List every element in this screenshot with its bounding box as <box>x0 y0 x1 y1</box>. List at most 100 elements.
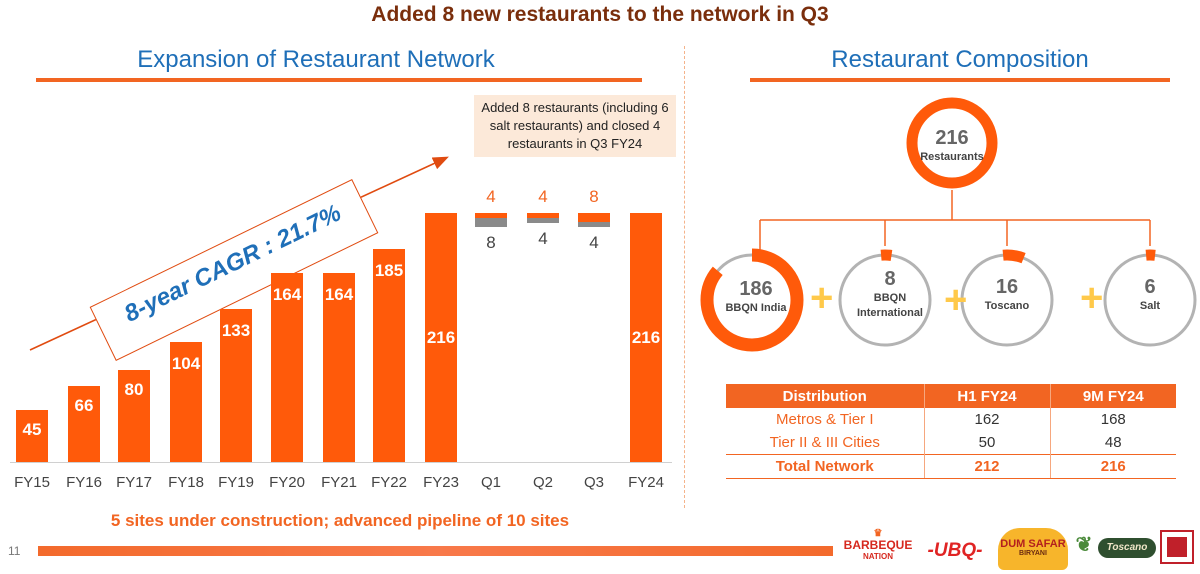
pipeline-note: 5 sites under construction; advanced pip… <box>110 511 570 530</box>
x-tick-label: FY19 <box>218 474 254 491</box>
quarter-added-label: 4 <box>486 187 496 206</box>
bar-value-label: 133 <box>221 320 251 340</box>
bbqn-international-text: 8 BBQN International <box>845 268 935 321</box>
bbqn-international-value: 8 <box>884 268 896 290</box>
x-tick-label: FY23 <box>423 474 459 491</box>
ring-segment-bbqn-international <box>834 249 936 351</box>
total-value: 216 <box>935 127 969 149</box>
bar-fy24 <box>630 213 662 462</box>
bbqn-india-text: 186 BBQN India <box>711 278 801 316</box>
bar-fy22 <box>373 248 405 462</box>
crown-icon: ♛ <box>873 528 883 539</box>
quarter-closed-label: 4 <box>538 228 548 248</box>
ring-segment-toscano <box>956 249 1058 351</box>
bar-fy21 <box>323 272 355 462</box>
table-header: 9M FY24 <box>1049 384 1176 408</box>
table-cell: 162 <box>923 408 1050 431</box>
x-tick-label: FY15 <box>14 474 50 491</box>
bar-value-label: 185 <box>374 260 404 280</box>
salt-text: 6 Salt <box>1115 276 1185 314</box>
x-tick-label: FY18 <box>168 474 204 491</box>
ring-segment-salt <box>1099 249 1200 351</box>
table-cell: Total Network <box>726 454 924 479</box>
bar-fy19 <box>220 308 252 462</box>
salt-label: Salt <box>1139 300 1161 312</box>
table-cell: Metros & Tier I <box>775 411 874 428</box>
total-label: Restaurants <box>920 151 984 163</box>
bar-fy15 <box>16 410 48 462</box>
quarter-added-bar <box>475 213 507 218</box>
x-tick-label: Q3 <box>583 474 604 491</box>
table-total-row: Total Network 212 216 <box>726 454 1176 479</box>
x-tick-label: Q1 <box>480 474 501 491</box>
bar-value-label: 216 <box>426 328 456 347</box>
bar-value-label: 66 <box>74 395 94 415</box>
plus-sign: + <box>1080 276 1104 320</box>
table-header: H1 FY24 <box>923 384 1050 408</box>
bar-fy20 <box>271 272 303 462</box>
bar-fy17 <box>118 369 150 462</box>
table-cell: 216 <box>1049 454 1176 479</box>
bar-value-label: 164 <box>272 284 302 304</box>
quarter-closed-bar <box>578 222 610 227</box>
barbeque-nation-logo: ♛ BARBEQUE NATION <box>842 528 914 561</box>
q3-note: Added 8 restaurants (including 6 salt re… <box>474 95 676 157</box>
ubq-logo: -UBQ- <box>927 540 983 561</box>
quarter-added-bar <box>578 213 610 223</box>
x-axis-line <box>10 462 672 463</box>
x-tick-label: FY20 <box>269 474 305 491</box>
x-tick-label: FY16 <box>66 474 102 491</box>
plus-sign: + <box>944 278 968 322</box>
x-tick-label: FY17 <box>116 474 152 491</box>
bar-value-label: 45 <box>22 420 42 440</box>
right-title-underline <box>750 78 1170 82</box>
section-divider <box>684 46 685 508</box>
x-tick-label: Q2 <box>532 474 553 491</box>
bar-fy16 <box>68 385 100 462</box>
x-tick-label: FY22 <box>371 474 407 491</box>
table-cell: 50 <box>923 431 1050 455</box>
logo-text: BARBEQUE <box>843 538 913 552</box>
logo-text: NATION <box>862 552 894 561</box>
quarter-added-label: 8 <box>589 187 599 206</box>
table-header-row: Distribution H1 FY24 9M FY24 <box>726 384 1176 408</box>
table-row: Tier II & III Cities 50 48 <box>726 431 1176 455</box>
page-number: 11 <box>8 544 21 558</box>
quarter-closed-label: 4 <box>589 232 599 252</box>
table-row: Metros & Tier I 162 168 <box>726 408 1176 431</box>
plus-sign: + <box>810 276 834 320</box>
table-cell: Tier II & III Cities <box>769 434 880 451</box>
quarter-closed-bar <box>527 218 559 223</box>
table-cell: 48 <box>1049 431 1176 455</box>
salt-logo-mark <box>1167 537 1187 557</box>
quarter-added-bar <box>527 213 559 218</box>
left-section-title: Expansion of Restaurant Network <box>137 46 495 73</box>
bbqn-international-label-2: International <box>856 307 923 319</box>
table-cell: 168 <box>1049 408 1176 431</box>
table-cell: 212 <box>923 454 1050 479</box>
ring-segment-bbqn-india <box>700 248 804 352</box>
dum-safar-logo: DUM SAFAR BIRYANI <box>998 528 1068 570</box>
total-circle-text: 216 Restaurants <box>912 127 992 165</box>
x-tick-label: FY24 <box>628 474 664 491</box>
bar-value-label: 104 <box>171 354 201 374</box>
logo-text: BIRYANI <box>1019 550 1047 557</box>
total-ring <box>906 97 998 189</box>
bbqn-international-label-1: BBQN <box>873 292 907 304</box>
quarter-closed-label: 8 <box>486 233 496 253</box>
bar-fy18 <box>170 342 202 462</box>
distribution-table: Distribution H1 FY24 9M FY24 Metros & Ti… <box>726 384 1176 479</box>
logo-text: DUM SAFAR <box>1000 538 1066 550</box>
bar-value-label: 216 <box>631 328 661 347</box>
bar-value-label: 164 <box>324 284 354 304</box>
x-tick-label: FY21 <box>321 474 357 491</box>
bbqn-india-label: BBQN India <box>725 302 787 314</box>
quarter-added-label: 4 <box>538 187 548 206</box>
salt-value: 6 <box>1144 276 1156 298</box>
headline: Added 8 new restaurants to the network i… <box>371 3 829 26</box>
toscano-label: Toscano <box>984 300 1030 312</box>
bbqn-india-value: 186 <box>739 278 773 300</box>
leaf-icon: ❦ <box>1075 534 1093 556</box>
bar-value-label: 80 <box>124 379 144 399</box>
